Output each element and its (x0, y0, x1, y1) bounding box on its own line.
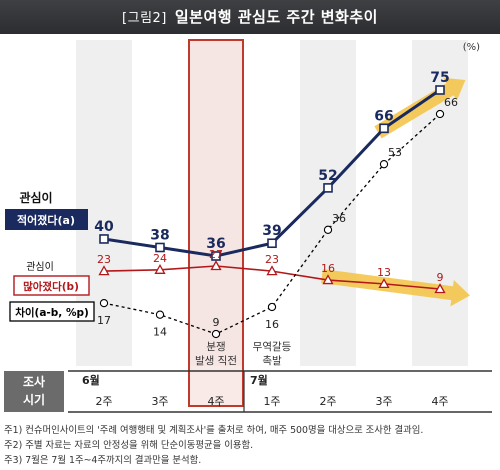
data-label: 38 (150, 227, 169, 243)
data-label: 24 (153, 252, 167, 265)
data-point (211, 329, 221, 339)
data-point (99, 298, 109, 308)
data-label: 23 (265, 253, 279, 266)
data-point (266, 265, 278, 276)
data-point (378, 278, 390, 289)
footnotes: 주1) 컨슈머인사이트의 '주례 여행행태 및 계획조사'를 출처로 하여, 매… (4, 423, 498, 468)
data-label: 16 (265, 318, 279, 331)
trend-arrow-down (321, 269, 470, 307)
data-point (155, 310, 165, 319)
tick-label: 4주 (207, 395, 224, 408)
series-label-c-box (9, 301, 95, 322)
column-stripe (300, 40, 356, 366)
row-header-line1: 조사 (23, 374, 45, 389)
data-point (99, 234, 109, 244)
series-lines (98, 85, 446, 339)
footnote-1: 주1) 컨슈머인사이트의 '주례 여행행태 및 계획조사'를 출처로 하여, 매… (4, 425, 424, 436)
data-point (379, 160, 389, 169)
data-point (211, 251, 221, 261)
data-point (323, 225, 333, 234)
tick-label: 4주 (431, 395, 448, 408)
data-label: 36 (206, 236, 225, 252)
data-label: 36 (332, 212, 346, 225)
series-label-a-box (5, 209, 88, 230)
data-label: 27 (209, 248, 223, 261)
data-point (155, 242, 165, 253)
figure-tag: [그림2] (122, 11, 167, 26)
series-label-c: 차이(a-b, %p) (15, 306, 89, 319)
series-label-a: 적어졌다(a) (17, 213, 75, 227)
data-label: 17 (97, 314, 111, 327)
annotation-text: 무역갈등 (253, 340, 292, 353)
data-point (210, 260, 222, 271)
data-label: 53 (388, 146, 402, 159)
unit-label: (%) (463, 42, 480, 53)
data-label: 14 (153, 326, 167, 339)
series-label-b: 많아졌다(b) (23, 280, 79, 293)
series-label-b-title: 관심이 (26, 261, 54, 273)
data-point (435, 85, 445, 95)
data-point (435, 109, 445, 119)
row-header-line2: 시기 (23, 392, 45, 407)
data-label: 13 (377, 266, 391, 279)
data-point (98, 265, 110, 276)
series-label-a-title: 관심이 (19, 190, 52, 205)
data-label: 66 (374, 108, 393, 124)
tick-label: 2주 (319, 395, 336, 408)
data-point (267, 302, 277, 312)
tick-label: 1주 (263, 395, 280, 408)
data-label: 75 (430, 70, 449, 86)
footnote-2: 주2) 주별 자료는 자료의 안정성을 위해 단순이동평균을 이용함. (4, 440, 254, 451)
series-label-b-box (13, 275, 90, 296)
data-label: 9 (213, 316, 220, 329)
data-label: 23 (97, 253, 111, 266)
chart-labels: (%) 40 38 36 39 52 66 75 23 24 27 23 16 13 9 17 14 9 16 36 5… (5, 42, 480, 367)
tick-label: 3주 (375, 395, 392, 408)
data-point (379, 123, 389, 134)
data-label: 66 (444, 96, 458, 109)
data-label: 39 (262, 223, 281, 239)
tick-label: 3주 (151, 395, 168, 408)
annotation-text: 발생 직전 (195, 355, 237, 367)
month-label: 7월 (250, 373, 268, 387)
row-header-box (4, 371, 64, 412)
line-chart: (%) 40 38 36 39 52 66 75 23 24 27 23 16 13 9 17 14 9 16 36 5… (4, 39, 492, 413)
highlight-box (188, 39, 244, 407)
annotation-text: 촉발 (262, 355, 282, 367)
data-point (323, 183, 333, 193)
data-point (434, 283, 446, 294)
footnote-3: 주3) 7월은 7월 1주~4주까지의 결과만을 분석함. (4, 455, 202, 466)
annotation-text: 분쟁 (206, 341, 225, 353)
chart-header: [그림2] 일본여행 관심도 주간 변화추이 (0, 0, 500, 34)
data-label: 40 (94, 219, 114, 235)
data-point (267, 238, 277, 249)
data-label: 16 (321, 262, 335, 275)
chart-title: 일본여행 관심도 주간 변화추이 (174, 8, 378, 26)
data-point (322, 274, 334, 285)
data-point (154, 264, 166, 274)
tick-label: 2주 (95, 395, 112, 408)
data-label: 9 (437, 271, 444, 284)
month-label: 6월 (82, 373, 100, 387)
data-label: 52 (318, 168, 337, 184)
